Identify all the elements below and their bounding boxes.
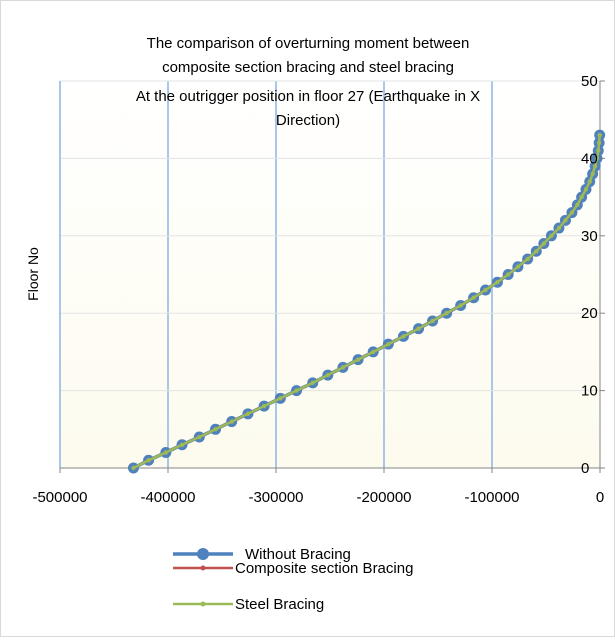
- data-point: [179, 442, 185, 447]
- data-point: [590, 171, 595, 177]
- plot-area: [60, 81, 600, 468]
- legend-swatch-marker: [200, 601, 206, 607]
- x-tick-label: -300000: [248, 489, 303, 506]
- data-point: [583, 187, 589, 192]
- chart-title-line-3: At the outrigger position in floor 27 (E…: [136, 88, 480, 105]
- x-tick-label: -500000: [32, 489, 87, 506]
- data-point: [430, 318, 435, 324]
- y-axis-label: Floor No: [25, 247, 41, 301]
- series-3: [131, 132, 602, 471]
- chart-title-line-4: Direction): [276, 112, 340, 129]
- chart-title-line-1: The comparison of overturning moment bet…: [147, 35, 470, 52]
- data-point: [592, 163, 598, 169]
- data-point: [213, 427, 218, 432]
- data-point: [525, 256, 530, 262]
- data-point: [594, 156, 600, 161]
- x-tick-label: -200000: [356, 489, 411, 506]
- series-layer: [127, 129, 606, 474]
- data-point: [163, 450, 169, 455]
- data-point: [386, 341, 391, 347]
- data-point: [587, 179, 592, 184]
- data-point: [294, 388, 299, 393]
- data-point: [197, 434, 202, 440]
- y-tick-label: 40: [581, 150, 598, 167]
- data-point: [131, 465, 136, 471]
- data-point: [278, 396, 283, 401]
- data-point: [569, 210, 575, 215]
- data-point: [444, 311, 449, 316]
- x-tick-label: -400000: [140, 489, 195, 506]
- y-tick-label: 50: [581, 73, 598, 90]
- legend-swatch-marker: [197, 548, 209, 560]
- legend-entry-2: Composite section Bracing: [173, 560, 413, 577]
- chart-title: The comparison of overturning moment bet…: [136, 35, 480, 129]
- data-point: [597, 132, 602, 138]
- data-point: [471, 295, 476, 300]
- data-point: [310, 380, 315, 386]
- data-point: [458, 303, 463, 308]
- data-point: [534, 249, 539, 254]
- data-point: [245, 411, 251, 417]
- data-point: [515, 264, 521, 269]
- y-tick-labels: 0 10 20 30 40 50: [581, 73, 598, 477]
- x-tick-label: -100000: [464, 489, 519, 506]
- data-point: [229, 419, 234, 424]
- data-point: [575, 202, 580, 208]
- data-point: [579, 194, 584, 200]
- data-point: [541, 241, 547, 246]
- data-point: [355, 357, 361, 362]
- legend-entry-3: Steel Bracing: [173, 596, 324, 613]
- data-point: [483, 287, 488, 293]
- y-tick-label: 0: [581, 460, 589, 477]
- data-point: [340, 365, 346, 370]
- data-point: [495, 280, 500, 285]
- legend-entry-1: Without Bracing: [173, 546, 351, 563]
- data-point: [596, 148, 601, 153]
- legend-label: Composite section Bracing: [235, 560, 413, 577]
- data-point: [325, 372, 331, 378]
- legend-swatch-marker: [200, 565, 206, 571]
- data-point: [556, 225, 562, 231]
- horizontal-gridlines: [60, 80, 600, 392]
- legend-label: Steel Bracing: [235, 596, 324, 613]
- data-point: [371, 349, 376, 355]
- chart-title-line-2: composite section bracing and steel brac…: [162, 59, 454, 76]
- data-point: [401, 334, 406, 339]
- data-point: [506, 272, 511, 277]
- x-tick-label: 0: [596, 489, 604, 506]
- x-tick-labels: -500000 -400000 -300000 -200000 -100000 0: [32, 489, 604, 506]
- data-point: [261, 403, 267, 409]
- data-point: [563, 218, 568, 223]
- data-point: [146, 458, 151, 463]
- data-point: [549, 233, 554, 238]
- y-tick-label: 10: [581, 383, 598, 400]
- y-tick-label: 30: [581, 228, 598, 245]
- data-point: [416, 326, 421, 331]
- vertical-gridlines: [167, 81, 493, 468]
- y-tick-label: 20: [581, 305, 598, 322]
- data-point: [596, 140, 602, 146]
- legend-label: Without Bracing: [245, 546, 351, 563]
